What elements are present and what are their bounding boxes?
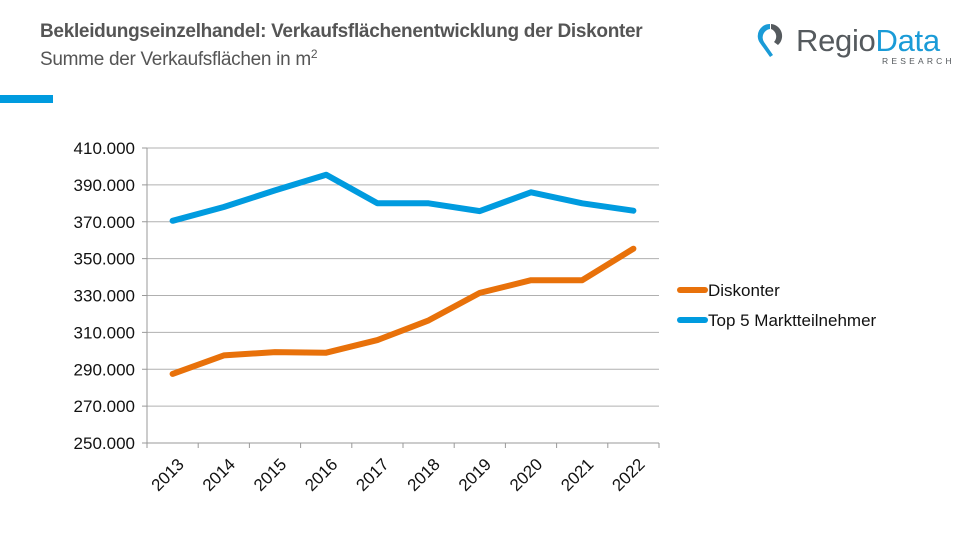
logo-text-data: Data <box>875 23 941 58</box>
axes <box>142 147 660 448</box>
regiodata-logo: RegioData RESEARCH <box>756 22 956 70</box>
series-lines <box>169 171 637 377</box>
y-tick-label: 350.000 <box>74 250 135 269</box>
logo-wordmark: RegioData <box>796 22 940 60</box>
x-tick-label: 2016 <box>301 455 341 495</box>
x-tick-label: 2013 <box>148 455 188 495</box>
subtitle-superscript: 2 <box>310 47 318 61</box>
x-tick-label: 2022 <box>608 455 648 495</box>
slide-subtitle: Summe der Verkaufsflächen in m2 <box>40 47 318 71</box>
x-tick-label: 2015 <box>250 455 290 495</box>
y-tick-label: 370.000 <box>74 213 135 232</box>
series-line-diskonter <box>169 245 637 377</box>
y-tick-label: 250.000 <box>74 434 135 453</box>
x-axis-labels: 2013 2014 2015 2016 2017 2018 2019 2020 2021 2022 <box>148 455 649 495</box>
subtitle-text: Summe der Verkaufsflächen in m <box>40 49 311 70</box>
y-tick-label: 270.000 <box>74 397 135 416</box>
y-tick-label: 330.000 <box>74 287 135 306</box>
logo-text-regio: Regio <box>796 23 876 58</box>
legend: Diskonter Top 5 Marktteilnehmer <box>677 281 877 330</box>
x-tick-label: 2020 <box>506 455 546 495</box>
x-tick-label: 2021 <box>557 455 597 495</box>
x-tick-label: 2019 <box>455 455 495 495</box>
gridlines <box>147 147 659 407</box>
y-axis-labels: 250.000 270.000 290.000 310.000 330.000 350.0… <box>74 139 135 453</box>
logo-tagline: RESEARCH <box>882 56 955 66</box>
y-tick-label: 390.000 <box>74 176 135 195</box>
legend-label: Diskonter <box>708 281 780 300</box>
legend-label: Top 5 Marktteilnehmer <box>708 311 877 330</box>
series-line-top-5-marktteilnehmer <box>169 171 637 224</box>
y-tick-label: 310.000 <box>74 323 135 342</box>
map-pin-logo-icon <box>757 23 783 57</box>
accent-bar <box>0 95 53 103</box>
x-tick-label: 2017 <box>352 455 392 495</box>
y-tick-label: 290.000 <box>74 360 135 379</box>
x-tick-label: 2018 <box>404 455 444 495</box>
x-tick-label: 2014 <box>199 455 239 495</box>
slide-title: Bekleidungseinzelhandel: Verkaufsflächen… <box>40 21 643 42</box>
y-tick-label: 410.000 <box>74 139 135 158</box>
